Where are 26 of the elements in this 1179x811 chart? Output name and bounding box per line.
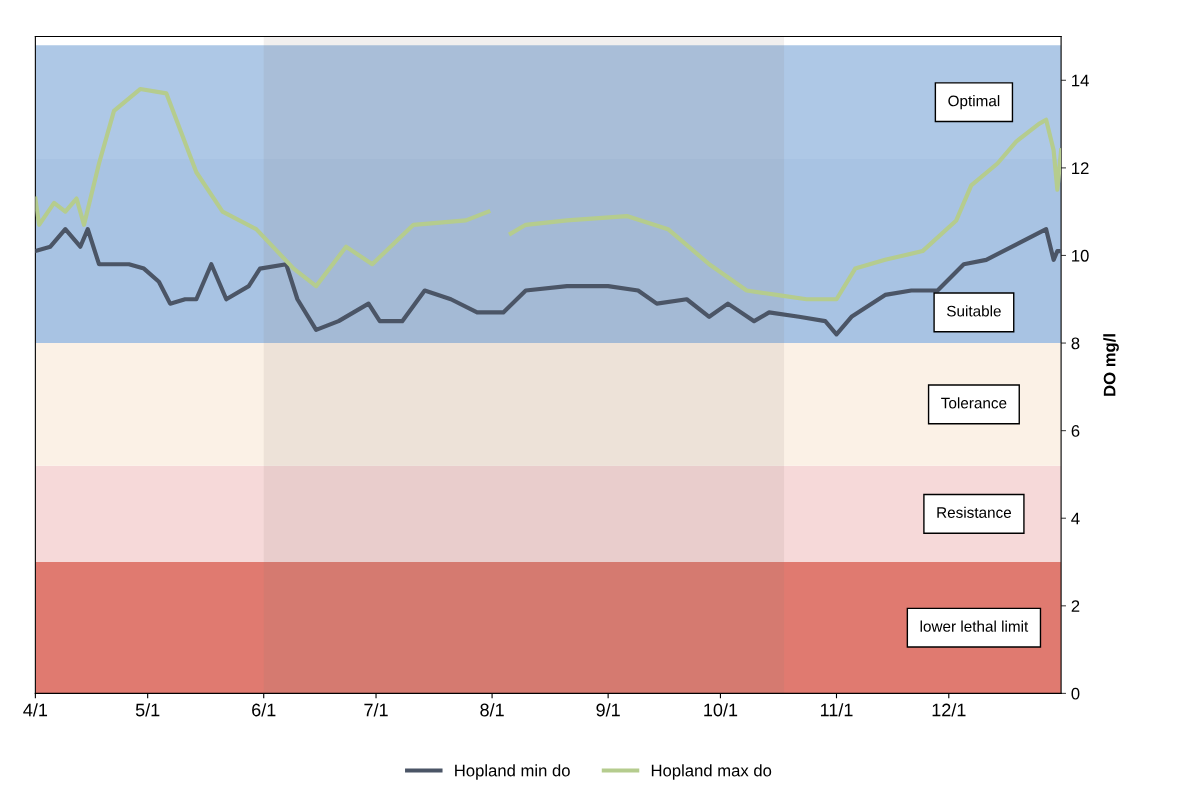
x-tick-label: 7/1 [364, 703, 388, 717]
x-tick-label: 5/1 [135, 703, 160, 717]
x-tick-label: 10/1 [704, 703, 738, 717]
y-tick-label: 12 [1072, 162, 1089, 174]
y-tick-label: 14 [1072, 74, 1089, 87]
x-tick-label: 4/1 [23, 703, 48, 717]
x-tick-label: 9/1 [596, 703, 620, 717]
y-axis-title: DO mg/l [1103, 334, 1119, 396]
y-tick-label: 0 [1071, 687, 1080, 700]
x-tick-label: 11/1 [820, 703, 853, 717]
y-tick-label: 2 [1071, 600, 1080, 612]
band-label: Optimal [948, 95, 1000, 110]
band-label: Suitable [947, 305, 1001, 317]
legend-label: Hopland max do [651, 764, 772, 780]
y-tick-label: 4 [1071, 512, 1080, 525]
legend-label: Hopland min do [455, 764, 570, 780]
band-label: Resistance [937, 506, 1012, 518]
x-tick-label: 8/1 [480, 703, 504, 717]
x-tick-label: 6/1 [252, 703, 276, 717]
y-tick-label: 8 [1071, 337, 1080, 350]
y-tick-label: 10 [1072, 249, 1089, 262]
band-label: Tolerance [941, 397, 1007, 409]
band-label: lower lethal limit [920, 620, 1029, 632]
line-series [35, 227, 1062, 337]
x-tick-label: 12/1 [932, 703, 966, 717]
y-tick-label: 6 [1071, 425, 1080, 437]
